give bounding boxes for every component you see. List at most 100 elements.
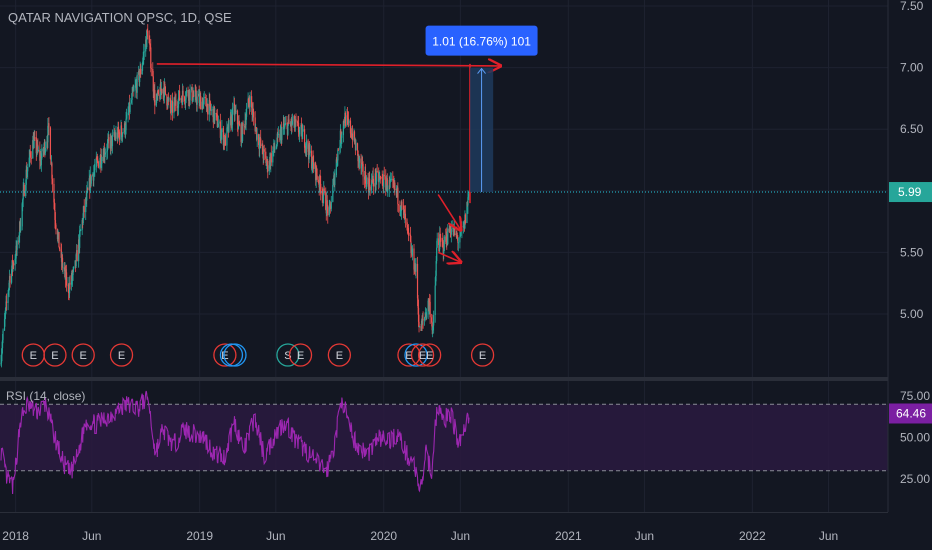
candle (104, 147, 106, 164)
candle-body (273, 143, 275, 149)
candle-body (351, 133, 354, 140)
candle (23, 182, 25, 197)
candle (133, 84, 135, 92)
earnings-icon (327, 343, 352, 367)
candle-body (122, 132, 124, 134)
candle (351, 125, 354, 148)
earnings-marker[interactable] (404, 343, 428, 367)
candle-body (200, 96, 202, 110)
candle-body (10, 269, 13, 283)
candle (383, 166, 385, 180)
candle-body (236, 110, 239, 125)
candle (226, 126, 229, 133)
earnings-marker[interactable]: E (470, 343, 495, 367)
candle-body (284, 123, 287, 125)
candle (5, 295, 7, 314)
candle-body (113, 132, 116, 137)
earnings-icon (410, 343, 435, 367)
candle-body (468, 192, 470, 196)
candle (37, 146, 39, 153)
candle (166, 93, 168, 110)
candle (94, 158, 96, 177)
candle (97, 160, 99, 169)
measure-label-bg[interactable] (425, 25, 538, 56)
candle (294, 115, 297, 132)
earnings-marker[interactable]: E (71, 343, 95, 367)
candle-body (30, 157, 32, 159)
candle (346, 107, 349, 126)
candle (220, 130, 222, 141)
earnings-marker-label: E (426, 350, 433, 362)
candle-body (329, 203, 331, 208)
earnings-marker[interactable]: E (21, 343, 45, 367)
candle-body (191, 87, 193, 101)
candle-body (263, 149, 265, 159)
candle-body (33, 137, 35, 140)
earnings-marker-label: E (297, 350, 304, 362)
candle-body (265, 158, 267, 166)
earnings-marker[interactable]: E (213, 343, 237, 367)
earnings-marker[interactable]: E (109, 343, 134, 367)
earnings-marker[interactable]: E (417, 343, 442, 367)
earnings-marker[interactable]: S (276, 343, 300, 367)
earnings-marker[interactable] (223, 343, 247, 367)
candle-body (283, 126, 286, 128)
candle (426, 308, 428, 320)
candle-body (53, 183, 55, 203)
candle-body (349, 120, 352, 134)
candle (121, 132, 124, 143)
candle-body (75, 254, 77, 267)
candle (439, 226, 441, 254)
drawings[interactable]: 1.01 (16.76%) 101 (0, 25, 888, 263)
candle-body (221, 128, 223, 133)
candle-body (401, 201, 403, 206)
candle-body (360, 158, 362, 169)
candle-body (143, 51, 145, 53)
candle-body (81, 220, 83, 231)
candle (447, 224, 449, 246)
candle (259, 134, 261, 158)
candle-body (247, 98, 250, 103)
candle-body (369, 186, 371, 191)
candle-body (28, 157, 30, 168)
candle-body (63, 267, 66, 272)
candle (33, 131, 35, 149)
earnings-marker[interactable]: E (410, 343, 435, 367)
candle (390, 172, 392, 182)
candle-body (272, 150, 274, 152)
candle-body (44, 147, 46, 153)
candle (148, 30, 150, 44)
candle (60, 243, 63, 271)
candle-body (302, 129, 304, 132)
earnings-marker[interactable]: E (43, 343, 67, 367)
rsi-label: RSI (14, close) (6, 389, 85, 403)
candle (408, 232, 410, 236)
rsi-line (0, 390, 470, 495)
candle-body (294, 124, 296, 127)
candle-body (150, 68, 152, 70)
candle (96, 156, 98, 160)
candle-body (388, 180, 390, 190)
candle-body (385, 176, 387, 190)
candle-body (262, 144, 264, 154)
candle-body (0, 362, 2, 364)
candle-body (47, 125, 49, 143)
candle-body (249, 96, 251, 107)
candle-body (422, 318, 424, 321)
candle-body (365, 177, 368, 189)
candle-body (37, 144, 39, 151)
candle-body (121, 132, 124, 138)
candle (369, 184, 371, 196)
candle (135, 79, 137, 88)
earnings-marker[interactable]: E (288, 343, 313, 367)
earnings-marker[interactable]: E (397, 343, 421, 367)
earnings-marker[interactable]: E (327, 343, 352, 367)
candle (187, 86, 189, 98)
candle-body (205, 98, 207, 107)
candle (355, 139, 357, 151)
candle (161, 88, 163, 99)
candle-body (446, 234, 448, 243)
candle (175, 93, 177, 111)
